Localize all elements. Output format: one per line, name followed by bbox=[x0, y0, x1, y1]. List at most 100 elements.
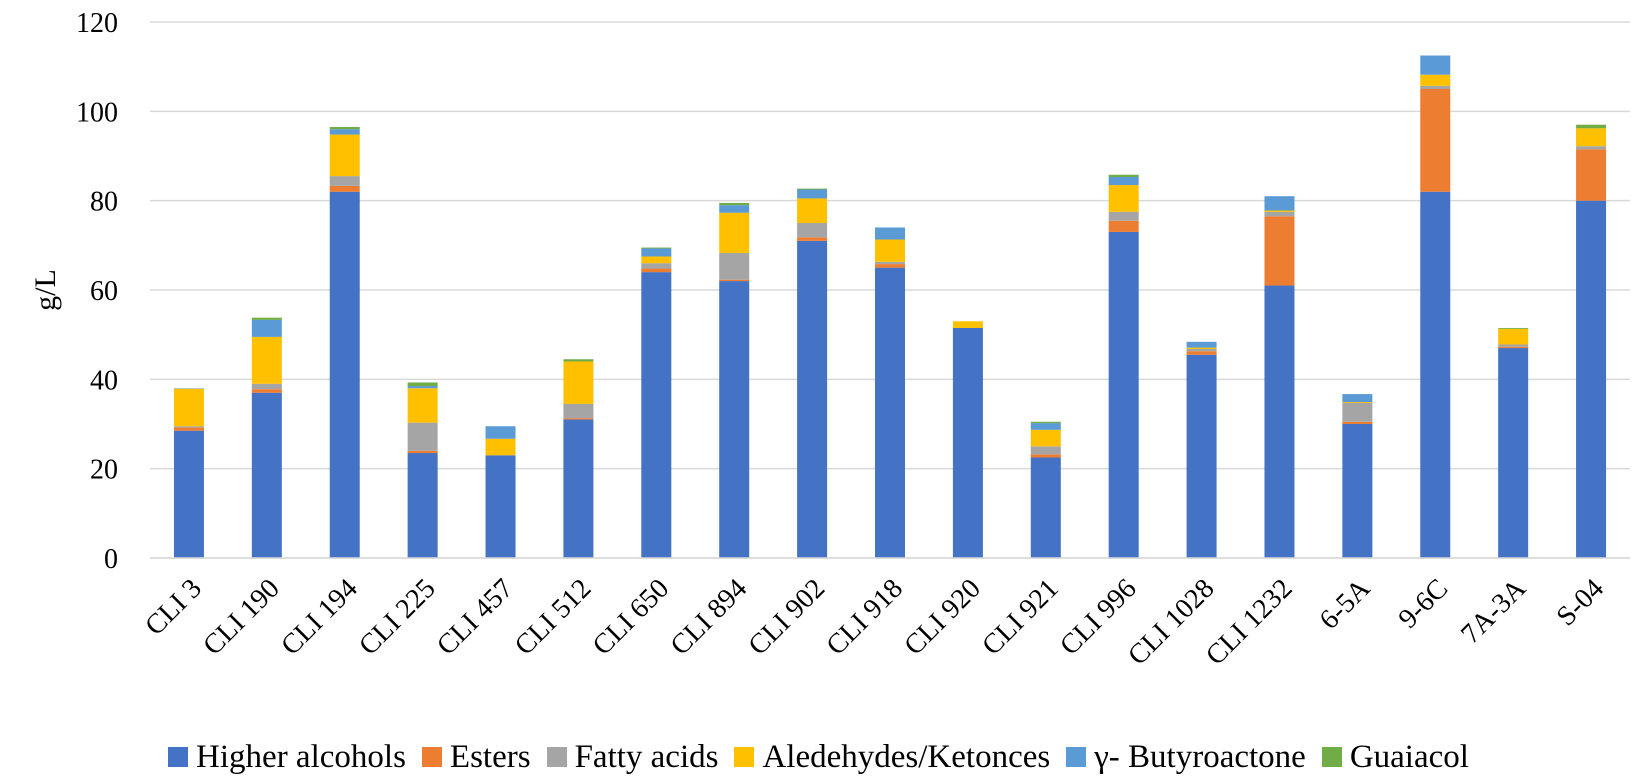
bar-segment-guaiacol bbox=[563, 359, 594, 362]
bar-segment--butyroactone bbox=[641, 248, 672, 257]
bar-segment-higher-alcohols bbox=[1342, 424, 1373, 558]
y-tick-label: 40 bbox=[90, 365, 118, 396]
x-tick-label: 6-5A bbox=[1314, 572, 1377, 635]
x-tick-label: 9-6C bbox=[1393, 573, 1455, 635]
x-tick-label: CLI 902 bbox=[743, 573, 831, 661]
bar-segment-higher-alcohols bbox=[407, 453, 438, 558]
bar-segment--butyroactone bbox=[719, 205, 750, 213]
bar-segment-esters bbox=[407, 450, 438, 454]
bar-segment-higher-alcohols bbox=[1576, 200, 1607, 558]
bar-segment-esters bbox=[563, 418, 594, 420]
legend-item: Esters bbox=[421, 738, 531, 776]
bar-segment-esters bbox=[1264, 216, 1295, 286]
bar-segment-higher-alcohols bbox=[875, 267, 905, 558]
bar-segment-aledehydes-ketonces bbox=[875, 239, 905, 262]
bar-segment-esters bbox=[1420, 89, 1451, 192]
x-tick-label: S-04 bbox=[1551, 573, 1610, 632]
bar-segment-aledehydes-ketonces bbox=[1264, 210, 1295, 212]
bar-segment-aledehydes-ketonces bbox=[485, 438, 516, 456]
legend-item: Higher alcohols bbox=[168, 739, 406, 776]
bar-segment-higher-alcohols bbox=[173, 430, 204, 558]
x-tick-label: CLI 512 bbox=[509, 573, 597, 661]
bar-segment-fatty-acids bbox=[329, 176, 360, 186]
bar-segment-esters bbox=[1030, 454, 1061, 458]
bar-segment-aledehydes-ketonces bbox=[173, 388, 204, 427]
bar-segment-aledehydes-ketonces bbox=[1420, 74, 1451, 86]
bar-segment-higher-alcohols bbox=[1108, 231, 1139, 558]
bar-segment-aledehydes-ketonces bbox=[1498, 328, 1529, 345]
x-tick-label: CLI 894 bbox=[665, 573, 753, 661]
bar-segment-esters bbox=[251, 389, 282, 393]
legend-label: γ- Butyroactone bbox=[1094, 738, 1306, 775]
bar-segment-fatty-acids bbox=[1342, 403, 1373, 422]
legend-label: Esters bbox=[449, 738, 531, 775]
bar-segment--butyroactone bbox=[1186, 341, 1217, 348]
bar-segment-guaiacol bbox=[641, 247, 672, 249]
legend-swatch bbox=[1321, 747, 1342, 767]
legend-item: Fatty acids bbox=[546, 739, 718, 776]
bar-segment-aledehydes-ketonces bbox=[719, 212, 750, 253]
bar-segment--butyroactone bbox=[1420, 55, 1451, 75]
bar-segment-esters bbox=[719, 279, 750, 282]
x-tick-label: CLI 194 bbox=[275, 573, 363, 661]
x-tick-label: CLI 1232 bbox=[1200, 573, 1298, 671]
bar-segment--butyroactone bbox=[251, 319, 282, 337]
bar-segment-higher-alcohols bbox=[251, 392, 282, 558]
bar-segment-aledehydes-ketonces bbox=[329, 134, 360, 177]
bar-segment-fatty-acids bbox=[1576, 146, 1607, 150]
legend-item: γ- Butyroactone bbox=[1066, 739, 1306, 776]
x-tick-label: CLI 457 bbox=[431, 573, 519, 661]
bar-segment-higher-alcohols bbox=[1186, 354, 1217, 558]
bar-segment-guaiacol bbox=[329, 126, 360, 130]
bar-segment-esters bbox=[1342, 421, 1373, 424]
bar-segment-esters bbox=[875, 264, 905, 268]
bar-segment-esters bbox=[1498, 346, 1529, 349]
chart-legend: Higher alcohols Esters Fatty acids Aledehyd… bbox=[0, 735, 1637, 779]
bar-segment-higher-alcohols bbox=[797, 240, 828, 558]
bar-segment-fatty-acids bbox=[173, 426, 204, 428]
bar-segment--butyroactone bbox=[1342, 394, 1373, 403]
bar-segment--butyroactone bbox=[797, 189, 828, 199]
bar-segment-aledehydes-ketonces bbox=[1030, 429, 1061, 447]
bar-segment-fatty-acids bbox=[407, 422, 438, 451]
bar-segment-fatty-acids bbox=[875, 261, 905, 265]
x-tick-label: CLI 3 bbox=[139, 573, 208, 642]
bar-segment-higher-alcohols bbox=[1420, 191, 1451, 558]
bar-segment-guaiacol bbox=[719, 202, 750, 206]
bar-segment-esters bbox=[641, 268, 672, 273]
bar-segment-esters bbox=[329, 185, 360, 192]
bar-segment-aledehydes-ketonces bbox=[251, 336, 282, 384]
bar-segment--butyroactone bbox=[485, 426, 516, 439]
bar-segment--butyroactone bbox=[407, 386, 438, 389]
bar-segment-higher-alcohols bbox=[641, 272, 672, 558]
bar-segment-fatty-acids bbox=[641, 263, 672, 269]
bar-segment-higher-alcohols bbox=[1264, 285, 1295, 558]
legend-swatch bbox=[421, 747, 442, 767]
x-tick-label: 7A-3A bbox=[1455, 572, 1532, 649]
bar-segment-fatty-acids bbox=[1186, 348, 1217, 352]
bar-segment-higher-alcohols bbox=[719, 281, 750, 558]
bar-segment-higher-alcohols bbox=[1498, 348, 1529, 558]
bar-segment-esters bbox=[797, 237, 828, 241]
bar-segment-fatty-acids bbox=[719, 252, 750, 280]
y-axis-label: g/L bbox=[29, 269, 62, 311]
legend-item: Aledehydes/Ketonces bbox=[734, 739, 1050, 776]
legend-swatch bbox=[168, 747, 189, 767]
legend-swatch bbox=[734, 747, 755, 767]
bar-segment--butyroactone bbox=[1264, 196, 1295, 211]
x-tick-label: CLI 1028 bbox=[1122, 573, 1220, 671]
bar-segment-aledehydes-ketonces bbox=[1576, 128, 1607, 147]
x-tick-label: CLI 921 bbox=[976, 573, 1064, 661]
bar-segment-higher-alcohols bbox=[563, 419, 594, 558]
bar-segment-aledehydes-ketonces bbox=[952, 321, 983, 328]
bar-segment-guaiacol bbox=[1498, 327, 1529, 329]
bar-segment-fatty-acids bbox=[1030, 446, 1061, 455]
x-tick-label: CLI 190 bbox=[197, 573, 285, 661]
bar-segment-guaiacol bbox=[407, 382, 438, 387]
y-tick-label: 100 bbox=[76, 97, 118, 128]
y-tick-label: 0 bbox=[104, 544, 118, 575]
x-tick-label: CLI 920 bbox=[898, 573, 986, 661]
x-tick-label: CLI 225 bbox=[353, 573, 441, 661]
bar-segment-higher-alcohols bbox=[329, 191, 360, 558]
